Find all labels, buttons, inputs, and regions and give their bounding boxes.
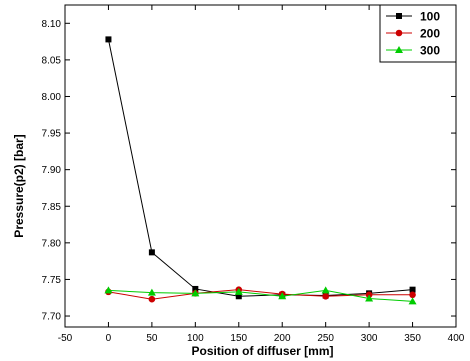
x-tick-label: 400	[448, 333, 465, 344]
y-tick-label: 8.00	[42, 92, 62, 103]
y-tick-label: 7.85	[42, 202, 62, 213]
x-tick-label: 200	[274, 333, 291, 344]
legend-marker	[395, 46, 403, 53]
y-tick-label: 7.75	[42, 275, 62, 286]
series-line-100	[107, 39, 413, 297]
data-point-300	[191, 289, 200, 297]
data-point-300	[278, 292, 287, 300]
data-point-300	[234, 287, 243, 295]
data-point-300	[408, 297, 417, 305]
series-line-300	[108, 289, 413, 302]
legend-label: 200	[420, 27, 440, 41]
x-tick-label: 250	[317, 333, 334, 344]
data-point-200	[322, 292, 329, 300]
data-point-300	[321, 286, 330, 294]
data-point-200	[409, 291, 416, 299]
data-point-200	[148, 295, 156, 303]
legend-entry-300: 300	[386, 44, 440, 58]
y-tick-label: 8.05	[42, 55, 62, 66]
x-tick-label: 350	[404, 333, 421, 344]
y-tick-label: 7.70	[42, 312, 62, 323]
data-point-100	[148, 249, 155, 256]
data-point-300	[147, 288, 156, 296]
x-tick-label: 100	[187, 333, 204, 344]
series-300	[104, 286, 417, 305]
series-100	[105, 36, 416, 300]
legend-label: 300	[420, 44, 440, 58]
y-tick-label: 7.90	[42, 165, 62, 176]
data-point-100	[192, 285, 199, 292]
x-tick-label: 300	[361, 333, 378, 344]
legend-entry-100: 100	[386, 10, 440, 24]
x-tick-label: -50	[58, 333, 73, 344]
x-tick-label: 150	[230, 333, 247, 344]
legend-label: 100	[420, 10, 440, 24]
legend: 100 200 300	[379, 4, 457, 63]
data-point-100	[409, 286, 416, 293]
y-tick-label: 7.95	[42, 129, 62, 140]
plot-area-frame	[64, 4, 457, 328]
data-point-300	[365, 294, 374, 302]
legend-marker	[396, 13, 402, 19]
x-axis-title: Position of diffuser [mm]	[192, 344, 334, 358]
x-tick-label: 0	[106, 333, 112, 344]
data-point-100	[105, 36, 112, 43]
y-tick-label: 7.80	[42, 238, 62, 249]
legend-entry-200: 200	[386, 27, 440, 41]
data-point-100	[235, 293, 242, 300]
series-line-200	[108, 289, 413, 300]
data-point-300	[104, 286, 113, 294]
y-axis-title: Pressure(p2) [bar]	[12, 134, 26, 237]
x-tick-label: 50	[146, 333, 158, 344]
legend-marker	[395, 29, 403, 37]
y-tick-label: 8.10	[42, 19, 62, 30]
